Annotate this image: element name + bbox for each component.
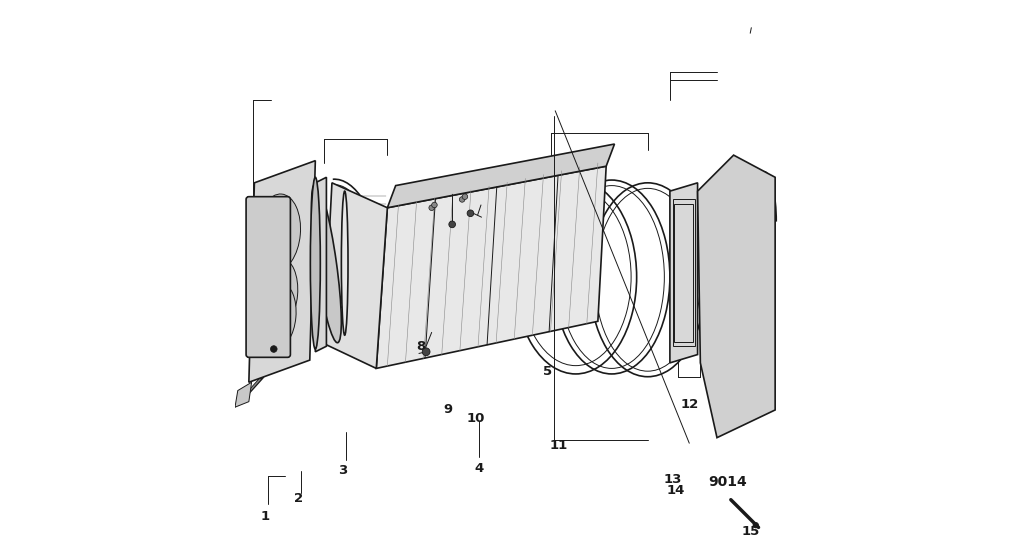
Text: 4: 4 [474, 461, 483, 475]
Ellipse shape [753, 522, 759, 528]
Text: 8: 8 [416, 340, 425, 353]
Polygon shape [670, 183, 697, 363]
Ellipse shape [260, 283, 296, 349]
Ellipse shape [310, 177, 321, 349]
Ellipse shape [429, 205, 434, 211]
Text: 7: 7 [247, 312, 256, 325]
Polygon shape [697, 155, 775, 438]
Ellipse shape [311, 183, 341, 343]
Polygon shape [387, 144, 614, 208]
Ellipse shape [259, 258, 298, 330]
Text: 3: 3 [338, 464, 348, 478]
Polygon shape [376, 166, 606, 368]
Ellipse shape [341, 191, 348, 335]
Ellipse shape [462, 194, 468, 199]
Polygon shape [234, 382, 252, 407]
Text: 9014: 9014 [709, 475, 748, 489]
Text: 13: 13 [664, 473, 682, 486]
Ellipse shape [467, 210, 474, 217]
Text: 15: 15 [741, 525, 760, 538]
Text: 12: 12 [680, 398, 698, 411]
Text: 9: 9 [443, 403, 453, 417]
Text: 2: 2 [294, 492, 303, 505]
Ellipse shape [270, 346, 278, 352]
Polygon shape [249, 161, 315, 382]
Text: 5: 5 [339, 298, 347, 311]
Ellipse shape [432, 202, 437, 208]
Text: 1: 1 [261, 510, 270, 523]
Ellipse shape [256, 194, 301, 271]
Text: 5: 5 [544, 365, 553, 378]
Bar [673, 199, 695, 346]
Ellipse shape [422, 348, 430, 356]
Ellipse shape [449, 221, 456, 228]
Bar [675, 204, 693, 342]
Text: 6: 6 [273, 317, 283, 331]
Text: 11: 11 [550, 439, 568, 453]
Polygon shape [315, 177, 327, 352]
Ellipse shape [460, 197, 465, 202]
Polygon shape [324, 183, 387, 368]
Text: 10: 10 [467, 412, 485, 425]
Text: 14: 14 [667, 484, 685, 497]
FancyBboxPatch shape [246, 197, 291, 357]
